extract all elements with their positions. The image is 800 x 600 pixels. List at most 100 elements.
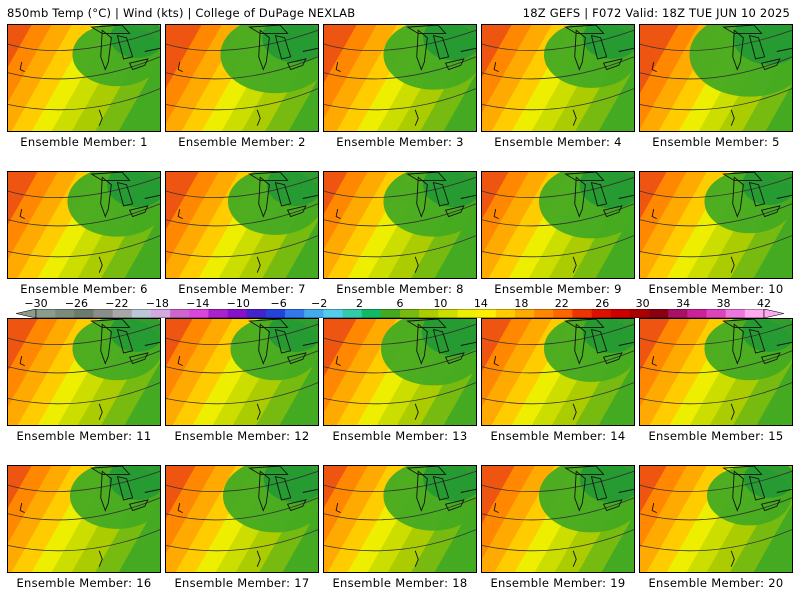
product-title: 850mb Temp (°C) | Wind (kts) | College o… (7, 6, 356, 20)
colorbar-swatch (323, 309, 343, 318)
temperature-map (640, 172, 792, 278)
colorbar-swatch (380, 309, 401, 318)
member-caption: Ensemble Member: 5 (652, 135, 780, 149)
colorbar-tick-label: −26 (64, 297, 89, 310)
temperature-map (482, 25, 634, 131)
colorbar-swatch (400, 309, 420, 318)
member-caption: Ensemble Member: 14 (490, 429, 626, 443)
temperature-map (324, 172, 476, 278)
colorbar-swatch (361, 309, 382, 318)
colorbar-tick-label: 18 (514, 297, 529, 310)
valid-time: 18Z GEFS | F072 Valid: 18Z TUE JUN 10 20… (522, 6, 790, 20)
member-caption: Ensemble Member: 13 (332, 429, 468, 443)
colorbar-swatch (534, 309, 554, 318)
temperature-map (166, 319, 318, 425)
map-panel-20 (639, 465, 793, 573)
colorbar-tick-label: 2 (356, 297, 364, 310)
map-panel-13 (323, 318, 477, 426)
colorbar-tick-label: 30 (635, 297, 650, 310)
member-caption: Ensemble Member: 17 (174, 576, 310, 590)
member-caption: Ensemble Member: 16 (16, 576, 152, 590)
colorbar-swatch (706, 309, 726, 318)
colorbar-swatch (285, 309, 305, 318)
member-caption: Ensemble Member: 18 (332, 576, 468, 590)
colorbar-swatch (687, 309, 707, 318)
temperature-map (166, 466, 318, 572)
colorbar-tick-label: −14 (186, 297, 210, 310)
colorbar-tick-label: 34 (676, 297, 691, 310)
temperature-map (324, 25, 476, 131)
map-panel-19 (481, 465, 635, 573)
member-caption: Ensemble Member: 7 (178, 282, 306, 296)
temperature-map (640, 25, 792, 131)
map-panel-2 (165, 24, 319, 132)
temperature-map (8, 319, 160, 425)
colorbar-swatch (457, 309, 477, 318)
colorbar-swatch (610, 309, 631, 318)
temperature-map (640, 319, 792, 425)
colorbar-tick-label: 42 (757, 297, 771, 310)
map-panel-10 (639, 171, 793, 279)
colorbar-swatch (93, 309, 113, 318)
member-caption: Ensemble Member: 8 (336, 282, 464, 296)
colorbar-swatch (170, 309, 190, 318)
map-panel-18 (323, 465, 477, 573)
colorbar-swatch (112, 309, 133, 318)
colorbar-swatch (553, 309, 573, 318)
map-panel-16 (7, 465, 161, 573)
colorbar-tick-label: 26 (595, 297, 610, 310)
colorbar-swatch (150, 309, 171, 318)
colorbar-swatch (208, 309, 228, 318)
map-panel-15 (639, 318, 793, 426)
member-caption: Ensemble Member: 20 (648, 576, 784, 590)
member-caption: Ensemble Member: 3 (336, 135, 464, 149)
member-caption: Ensemble Member: 1 (20, 135, 148, 149)
header: 850mb Temp (°C) | Wind (kts) | College o… (0, 0, 800, 22)
temperature-map (324, 466, 476, 572)
colorbar (16, 309, 784, 318)
colorbar-tick-label: 10 (433, 297, 448, 310)
colorbar-tick-label: 22 (554, 297, 569, 310)
member-caption: Ensemble Member: 2 (178, 135, 306, 149)
map-panel-17 (165, 465, 319, 573)
colorbar-swatch (649, 309, 669, 318)
colorbar-tick-label: −10 (226, 297, 250, 310)
colorbar-swatch (131, 309, 152, 318)
map-panel-5 (639, 24, 793, 132)
colorbar-swatch (495, 309, 516, 318)
colorbar-swatch (629, 309, 650, 318)
map-panel-8 (323, 171, 477, 279)
map-panel-4 (481, 24, 635, 132)
member-caption: Ensemble Member: 11 (16, 429, 152, 443)
member-caption: Ensemble Member: 9 (494, 282, 622, 296)
temperature-map (8, 466, 160, 572)
temperature-map (482, 319, 634, 425)
colorbar-tick-label: −6 (270, 297, 287, 310)
colorbar-swatch (189, 309, 209, 318)
colorbar-swatch (668, 309, 688, 318)
colorbar-tick-label: 38 (716, 297, 731, 310)
map-panel-7 (165, 171, 319, 279)
colorbar-swatch (246, 309, 267, 318)
member-caption: Ensemble Member: 15 (648, 429, 784, 443)
colorbar-swatch (342, 309, 362, 318)
colorbar-swatch (419, 309, 439, 318)
temperature-map (324, 319, 476, 425)
temperature-map (8, 172, 160, 278)
colorbar-swatch (74, 309, 94, 318)
colorbar-swatch (227, 309, 248, 318)
temperature-map (640, 466, 792, 572)
temperature-map (482, 466, 634, 572)
temperature-map (166, 25, 318, 131)
map-panel-3 (323, 24, 477, 132)
member-caption: Ensemble Member: 6 (20, 282, 148, 296)
member-caption: Ensemble Member: 10 (648, 282, 784, 296)
colorbar-swatch (725, 309, 746, 318)
member-caption: Ensemble Member: 12 (174, 429, 310, 443)
colorbar-swatch (438, 309, 458, 318)
map-panel-9 (481, 171, 635, 279)
map-panel-6 (7, 171, 161, 279)
temperature-map (8, 25, 160, 131)
colorbar-tick-label: 14 (473, 297, 488, 310)
colorbar-tick-label: −22 (105, 297, 129, 310)
